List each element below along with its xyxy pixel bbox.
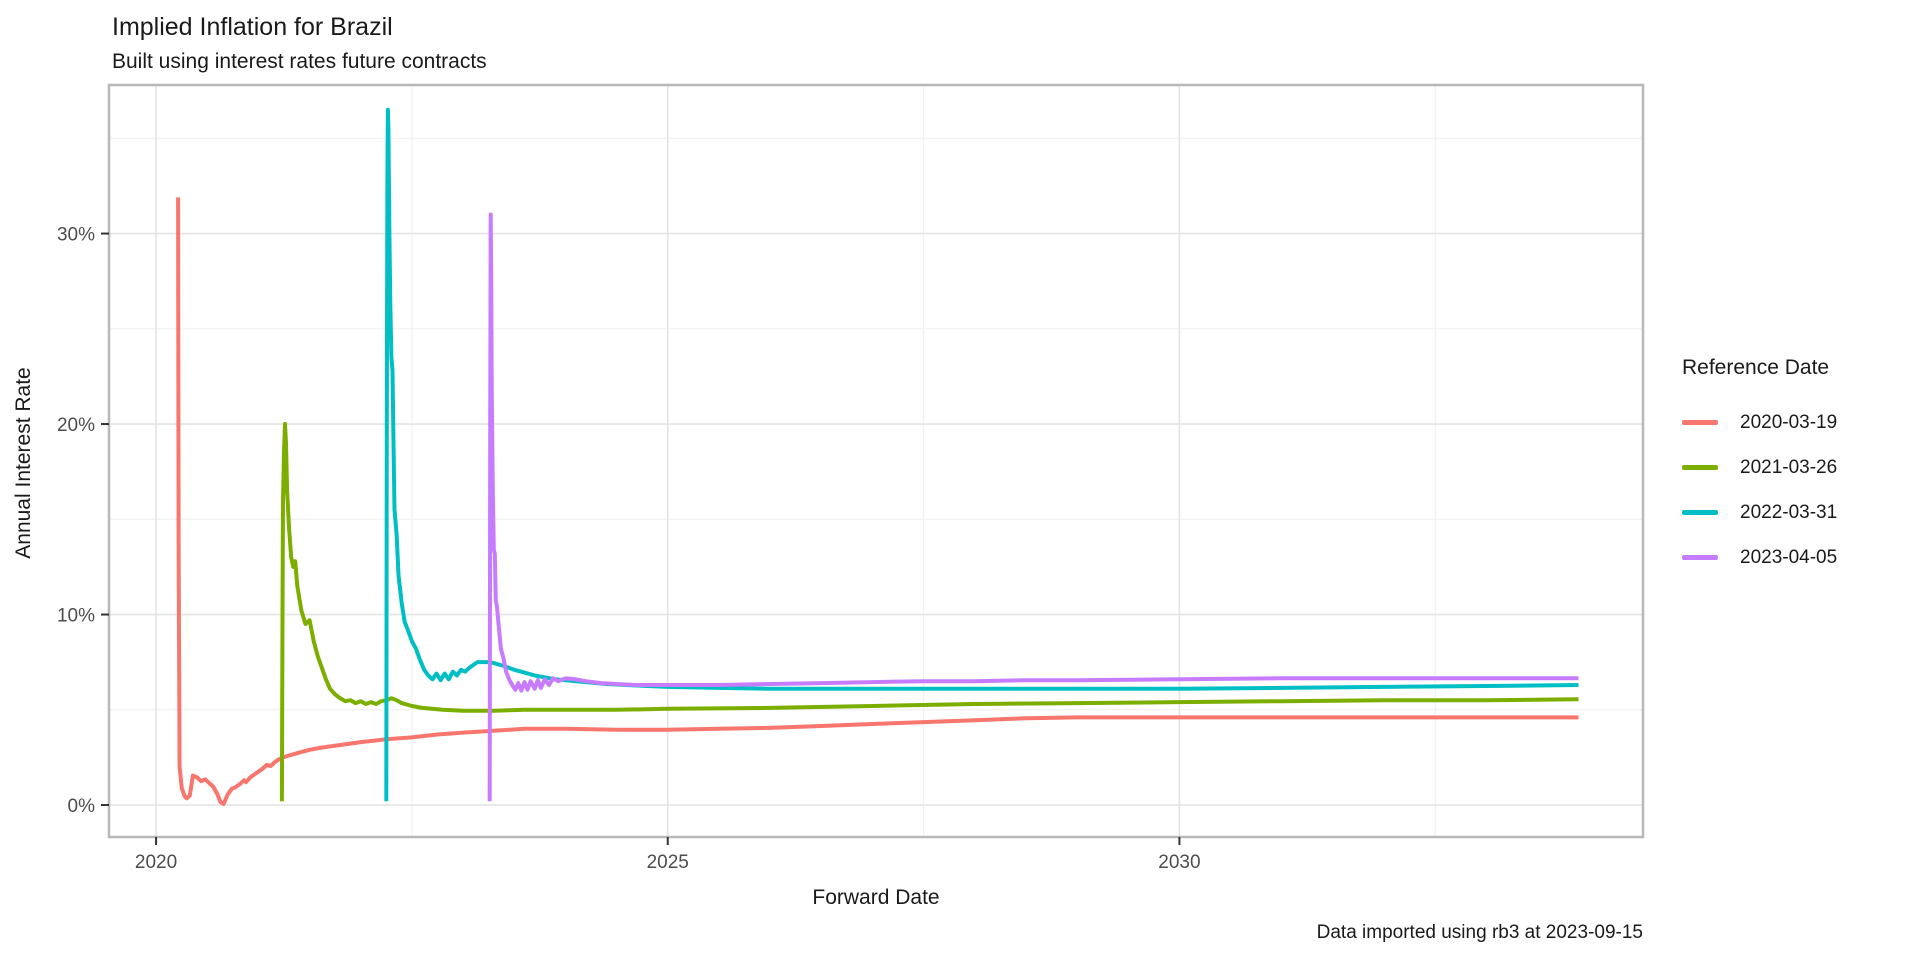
series-line-2021-03-26 <box>279 422 1579 802</box>
y-tick-label: 20% <box>57 415 95 436</box>
legend-title: Reference Date <box>1682 356 1830 379</box>
chart-title: Implied Inflation for Brazil <box>112 13 393 41</box>
panel-border <box>107 83 1645 839</box>
legend-item-label: 2022-03-31 <box>1740 501 1838 523</box>
legend-key-line <box>1682 465 1718 470</box>
legend-item: 2022-03-31 <box>1682 490 1837 535</box>
panel-background <box>109 85 1643 837</box>
y-axis-title: Annual Interest Rate <box>12 367 35 559</box>
x-axis-title: Forward Date <box>812 886 940 909</box>
x-tick-label: 2025 <box>647 852 689 873</box>
legend-item: 2020-03-19 <box>1682 400 1837 445</box>
legend-item: 2021-03-26 <box>1682 445 1837 490</box>
series-line-2023-04-05 <box>487 212 1579 802</box>
legend: Reference Date 2020-03-19 2021-03-26 2022-… <box>1682 356 1837 580</box>
y-tick-label: 10% <box>57 606 95 627</box>
series-line-2020-03-19 <box>176 197 1579 806</box>
chart-subtitle: Built using interest rates future contra… <box>112 50 487 73</box>
legend-key-line <box>1682 555 1718 560</box>
y-tick-label: 0% <box>68 796 96 817</box>
chart-caption: Data imported using rb3 at 2023-09-15 <box>1316 922 1643 943</box>
legend-item-label: 2023-04-05 <box>1740 546 1838 568</box>
legend-item-label: 2020-03-19 <box>1740 411 1838 433</box>
legend-key-line <box>1682 420 1718 425</box>
series-line-2022-03-31 <box>384 107 1579 802</box>
legend-items: 2020-03-19 2021-03-26 2022-03-31 2023-04-05 <box>1682 400 1837 580</box>
x-tick-label: 2030 <box>1158 852 1200 873</box>
legend-item: 2023-04-05 <box>1682 535 1837 580</box>
y-tick-label: 30% <box>57 225 95 246</box>
x-tick-label: 2020 <box>135 852 177 873</box>
legend-key-line <box>1682 510 1718 515</box>
legend-item-label: 2021-03-26 <box>1740 456 1838 478</box>
